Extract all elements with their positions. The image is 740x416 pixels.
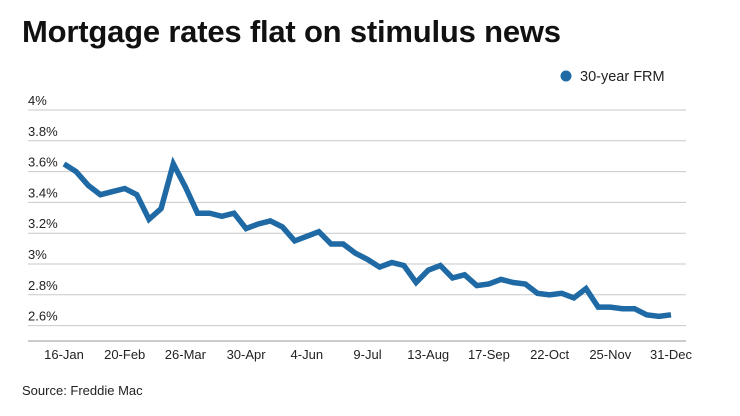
y-tick-label: 3.4% [28, 185, 58, 200]
x-tick-label: 4-Jun [291, 347, 324, 362]
y-tick-label: 3.8% [28, 124, 58, 139]
series-lines [62, 156, 672, 320]
chart-title: Mortgage rates flat on stimulus news [22, 14, 561, 49]
x-axis-labels: 16-Jan 20-Feb 26-Mar 30-Apr 4-Jun 9-Jul 13-Aug… [44, 347, 692, 362]
x-tick-label: 22-Oct [530, 347, 569, 362]
x-tick-label: 9-Jul [353, 347, 381, 362]
source-note: Source: Freddie Mac [22, 383, 143, 398]
legend-marker [560, 70, 572, 82]
y-tick-label: 2.8% [28, 278, 58, 293]
y-tick-label: 3.2% [28, 216, 58, 231]
y-tick-label: 4% [28, 93, 47, 108]
y-tick-label: 3.6% [28, 155, 58, 170]
y-tick-label: 2.6% [28, 309, 58, 324]
gridlines [28, 109, 686, 342]
x-tick-label: 26-Mar [165, 347, 207, 362]
x-tick-label: 30-Apr [227, 347, 267, 362]
x-tick-label: 20-Feb [104, 347, 145, 362]
x-tick-label: 16-Jan [44, 347, 84, 362]
legend: 30-year FRM [560, 69, 665, 85]
y-axis-labels: 4% 3.8% 3.6% 3.4% 3.2% 3% 2.8% 2.6% [28, 93, 58, 324]
x-tick-label: 13-Aug [407, 347, 449, 362]
series-line-30-year-frm [62, 156, 672, 320]
x-tick-label: 17-Sep [468, 347, 510, 362]
y-tick-label: 3% [28, 247, 47, 262]
x-tick-label: 25-Nov [589, 347, 631, 362]
x-tick-label: 31-Dec [650, 347, 692, 362]
legend-label: 30-year FRM [580, 69, 665, 85]
